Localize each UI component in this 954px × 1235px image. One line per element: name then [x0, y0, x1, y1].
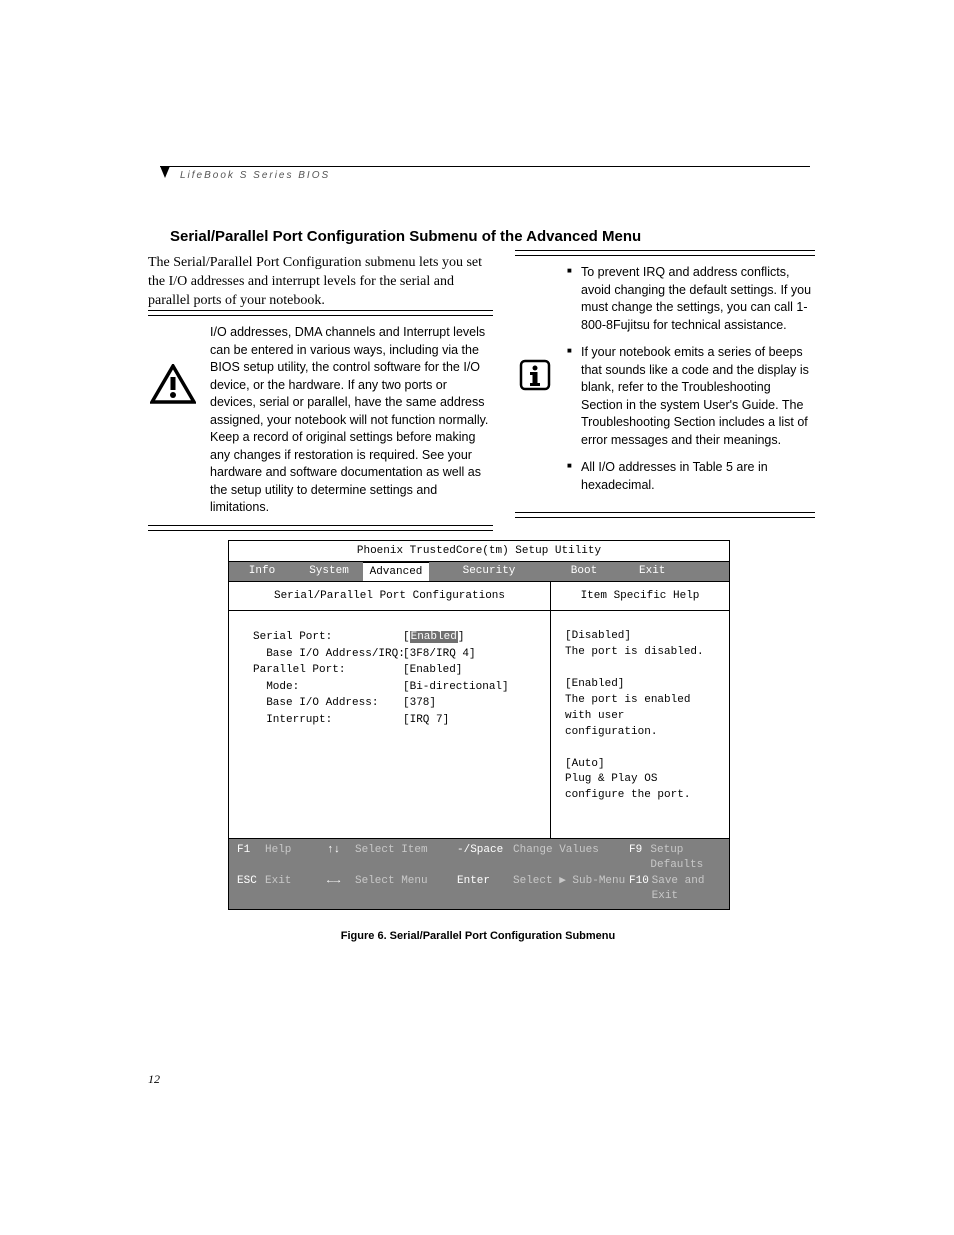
- bios-setting-label: Interrupt:: [253, 712, 403, 729]
- label-select-item: Select Item: [355, 843, 428, 874]
- bios-setting-value[interactable]: [Enabled]: [403, 662, 462, 679]
- bios-tabs: Info System Advanced Security Boot Exit: [229, 562, 729, 582]
- figure-caption: Figure 6. Serial/Parallel Port Configura…: [148, 930, 808, 942]
- header-arrow-icon: [160, 166, 170, 178]
- bios-panel-title: Serial/Parallel Port Configurations: [229, 582, 550, 611]
- label-save-exit: Save and Exit: [652, 874, 721, 905]
- bios-help-line: The port is disabled.: [565, 645, 719, 661]
- bios-footer: F1Help ↑↓Select Item -/SpaceChange Value…: [229, 838, 729, 909]
- bios-help-line: configure the port.: [565, 788, 719, 804]
- label-exit: Exit: [265, 874, 291, 905]
- label-change-values: Change Values: [513, 843, 599, 874]
- bios-help-line: [Enabled]: [565, 677, 719, 693]
- warning-text: I/O addresses, DMA channels and Interrup…: [210, 324, 493, 517]
- bios-setting-row[interactable]: Mode:[Bi-directional]: [253, 679, 540, 696]
- header-rule: [160, 166, 810, 167]
- tab-system[interactable]: System: [295, 562, 363, 581]
- bios-settings-panel: Serial/Parallel Port Configurations Seri…: [229, 582, 551, 838]
- bios-setting-row[interactable]: Base I/O Address/IRQ:[3F8/IRQ 4]: [253, 646, 540, 663]
- key-f1: F1: [237, 843, 265, 874]
- bios-setting-row[interactable]: Base I/O Address:[378]: [253, 695, 540, 712]
- bios-setting-label: Serial Port:: [253, 629, 403, 646]
- bios-setting-label: Base I/O Address/IRQ:: [253, 646, 403, 663]
- bios-help-line: The port is enabled: [565, 693, 719, 709]
- bios-help-line: with user configuration.: [565, 709, 719, 741]
- info-callout: To prevent IRQ and address conflicts, av…: [515, 250, 815, 518]
- tab-advanced[interactable]: Advanced: [363, 562, 429, 581]
- bios-help-line: [565, 661, 719, 677]
- info-text: To prevent IRQ and address conflicts, av…: [567, 264, 815, 504]
- bios-setting-label: Mode:: [253, 679, 403, 696]
- bios-help-line: [565, 741, 719, 757]
- bios-help-line: Plug & Play OS: [565, 772, 719, 788]
- bios-setting-row[interactable]: Interrupt:[IRQ 7]: [253, 712, 540, 729]
- bios-help-panel: Item Specific Help [Disabled]The port is…: [551, 582, 729, 838]
- key-enter: Enter: [457, 874, 513, 905]
- label-select-menu: Select Menu: [355, 874, 428, 905]
- info-icon: [515, 264, 555, 391]
- info-bullet: To prevent IRQ and address conflicts, av…: [567, 264, 815, 334]
- running-head: LifeBook S Series BIOS: [180, 170, 330, 181]
- bios-setting-label: Parallel Port:: [253, 662, 403, 679]
- bios-help-line: [Auto]: [565, 757, 719, 773]
- bios-setting-value[interactable]: [378]: [403, 695, 436, 712]
- key-f9: F9: [629, 843, 650, 874]
- bios-setting-row[interactable]: Serial Port:[Enabled]: [253, 629, 540, 646]
- bios-help-title: Item Specific Help: [551, 582, 729, 611]
- bios-setting-value[interactable]: [Enabled]: [403, 629, 464, 646]
- tab-exit[interactable]: Exit: [619, 562, 729, 581]
- info-bullet: All I/O addresses in Table 5 are in hexa…: [567, 459, 815, 494]
- label-help: Help: [265, 843, 291, 874]
- info-bullet: If your notebook emits a series of beeps…: [567, 344, 815, 449]
- bios-setting-value[interactable]: [3F8/IRQ 4]: [403, 646, 476, 663]
- bios-utility-title: Phoenix TrustedCore(tm) Setup Utility: [229, 541, 729, 562]
- page-number: 12: [148, 1072, 160, 1087]
- key-esc: ESC: [237, 874, 265, 905]
- warning-icon: [148, 324, 198, 404]
- label-setup-defaults: Setup Defaults: [650, 843, 721, 874]
- tab-security[interactable]: Security: [429, 562, 549, 581]
- bios-setting-label: Base I/O Address:: [253, 695, 403, 712]
- bios-screenshot: Phoenix TrustedCore(tm) Setup Utility In…: [228, 540, 730, 910]
- bios-setting-value[interactable]: [Bi-directional]: [403, 679, 509, 696]
- section-title: Serial/Parallel Port Configuration Subme…: [170, 228, 641, 245]
- warning-callout: I/O addresses, DMA channels and Interrup…: [148, 310, 493, 531]
- intro-paragraph: The Serial/Parallel Port Configuration s…: [148, 254, 493, 311]
- key-leftright: ←→: [327, 874, 355, 905]
- label-select-submenu: Select ▶ Sub-Menu: [513, 874, 625, 905]
- key-updown: ↑↓: [327, 843, 355, 874]
- bios-setting-row[interactable]: Parallel Port:[Enabled]: [253, 662, 540, 679]
- key-space: -/Space: [457, 843, 513, 874]
- tab-info[interactable]: Info: [229, 562, 295, 581]
- tab-boot[interactable]: Boot: [549, 562, 619, 581]
- bios-setting-value[interactable]: [IRQ 7]: [403, 712, 449, 729]
- bios-help-line: [Disabled]: [565, 629, 719, 645]
- key-f10: F10: [629, 874, 652, 905]
